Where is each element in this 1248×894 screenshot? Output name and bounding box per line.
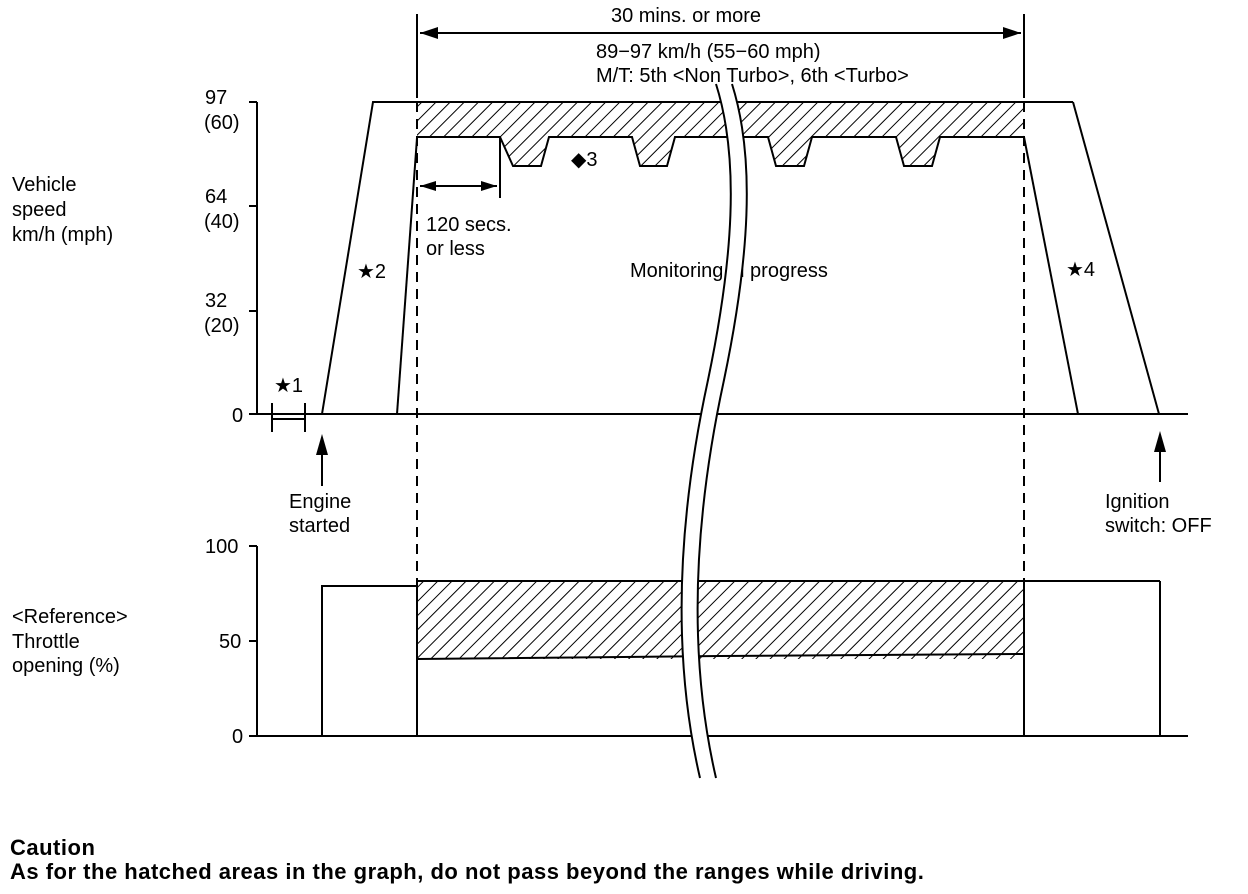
speed-axis-label-line2: speed (12, 199, 67, 221)
speed-tick-64: 64 (205, 186, 227, 208)
gear-info-label: M/T: 5th <Non Turbo>, 6th <Turbo> (596, 65, 909, 87)
pulse-duration-line2: or less (426, 238, 485, 260)
star2-label: ★2 (357, 261, 386, 283)
throttle-axis-label-line2: Throttle (12, 631, 80, 653)
speed-tick-32: 32 (205, 290, 227, 312)
throttle-axis-label-line3: opening (%) (12, 655, 120, 677)
speed-axis (249, 101, 1188, 415)
caution-text: As for the hatched areas in the graph, d… (10, 859, 925, 884)
time-break-symbol (680, 83, 748, 779)
caution-title: Caution (10, 835, 96, 860)
speed-axis-label-line3: km/h (mph) (12, 224, 113, 246)
throttle-lower-limit (416, 653, 1025, 660)
speed-tick-97: 97 (205, 87, 227, 109)
throttle-axis-label-line1: <Reference> (12, 606, 128, 628)
throttle-hatched-band (417, 581, 1024, 659)
throttle-axis (249, 545, 1188, 737)
engine-started-line1: Engine (289, 491, 351, 513)
ignition-off-arrow (1154, 431, 1166, 482)
star1-label: ★1 (274, 375, 303, 397)
idle-period-marker (271, 403, 306, 432)
speed-axis-label-line1: Vehicle (12, 174, 77, 196)
duration-label: 30 mins. or more (611, 5, 761, 27)
throttle-profile-start (321, 585, 417, 736)
speed-tick-60mph: (60) (204, 112, 240, 134)
engine-started-arrow (316, 434, 328, 486)
pulse-duration-line1: 120 secs. (426, 214, 512, 236)
speed-hatched-band (417, 102, 1024, 166)
diamond3-label: ◆3 (571, 149, 598, 171)
throttle-tick-0: 0 (232, 726, 243, 748)
speed-profile-deceleration (396, 137, 418, 415)
speed-tick-0: 0 (232, 405, 243, 427)
duration-bracket (416, 14, 1025, 98)
pulse-duration-arrow (420, 137, 501, 198)
throttle-tick-100: 100 (205, 536, 238, 558)
speed-tick-40mph: (40) (204, 211, 240, 233)
speed-tick-20mph: (20) (204, 315, 240, 337)
speed-range-label: 89−97 km/h (55−60 mph) (596, 41, 821, 63)
star4-label: ★4 (1066, 259, 1095, 281)
speed-profile-final-decel (1072, 101, 1160, 415)
speed-profile-warmup (321, 101, 417, 415)
ignition-line2: switch: OFF (1105, 515, 1212, 537)
ignition-line1: Ignition (1105, 491, 1170, 513)
throttle-tick-50: 50 (219, 631, 241, 653)
speed-profile-final-decel-inner (1023, 136, 1079, 415)
engine-started-line2: started (289, 515, 350, 537)
speed-lower-profile (417, 136, 1024, 167)
